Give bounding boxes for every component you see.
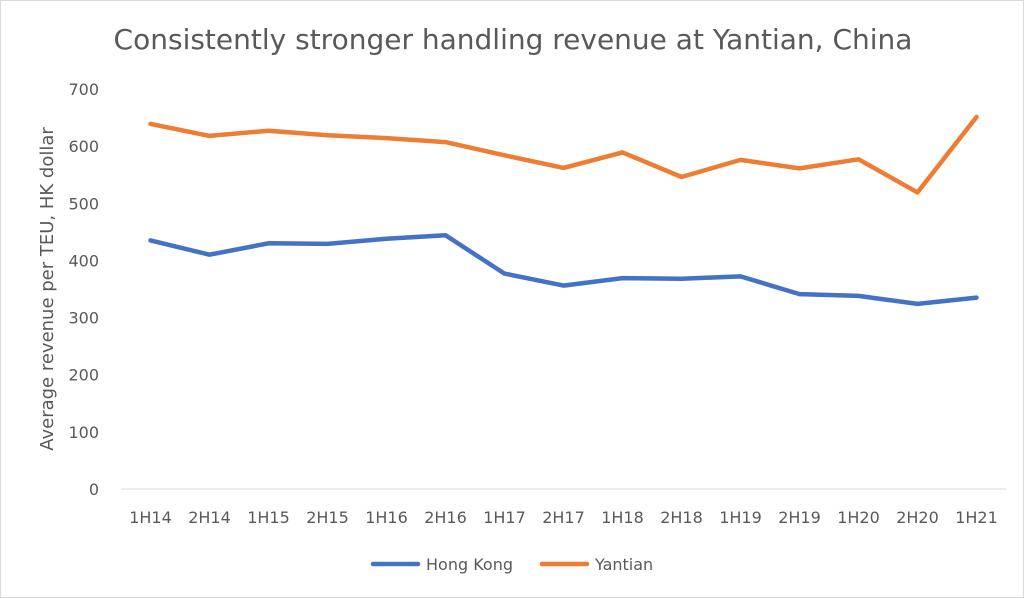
x-tick-label: 2H19	[778, 508, 821, 527]
x-tick-label: 1H19	[719, 508, 762, 527]
chart-title: Consistently stronger handling revenue a…	[113, 23, 913, 56]
y-tick-label: 300	[68, 309, 99, 328]
x-tick-label: 1H18	[601, 508, 644, 527]
y-tick-label: 600	[68, 137, 99, 156]
x-tick-label: 2H14	[188, 508, 231, 527]
legend-label: Hong Kong	[426, 555, 513, 574]
x-tick-label: 1H20	[837, 508, 880, 527]
x-tick-label: 2H15	[306, 508, 349, 527]
y-axis-ticks: 0 100 200 300 400 500 600 700	[68, 80, 99, 499]
x-tick-label: 2H17	[542, 508, 585, 527]
y-axis-label: Average revenue per TEU, HK dollar	[37, 127, 58, 451]
series-line-yantian	[148, 114, 979, 195]
x-tick-label: 1H16	[365, 508, 408, 527]
x-tick-label: 1H15	[247, 508, 290, 527]
legend: Hong Kong Yantian	[370, 555, 653, 574]
y-tick-label: 700	[68, 80, 99, 99]
x-axis-ticks: 1H14 2H14 1H15 2H15 1H16 2H16 1H17 2H17 1H18 2H18…	[129, 508, 998, 527]
x-tick-label: 1H21	[955, 508, 998, 527]
y-tick-label: 500	[68, 194, 99, 213]
x-tick-label: 2H16	[424, 508, 467, 527]
series-line-hong-kong	[148, 233, 979, 307]
y-tick-label: 100	[68, 423, 99, 442]
y-tick-label: 200	[68, 366, 99, 385]
legend-label: Yantian	[594, 555, 653, 574]
x-tick-label: 2H18	[660, 508, 703, 527]
x-tick-label: 1H14	[129, 508, 172, 527]
x-tick-label: 2H20	[896, 508, 939, 527]
x-tick-label: 1H17	[483, 508, 526, 527]
series-lines	[148, 114, 979, 307]
y-tick-label: 0	[89, 480, 99, 499]
y-tick-label: 400	[68, 251, 99, 270]
